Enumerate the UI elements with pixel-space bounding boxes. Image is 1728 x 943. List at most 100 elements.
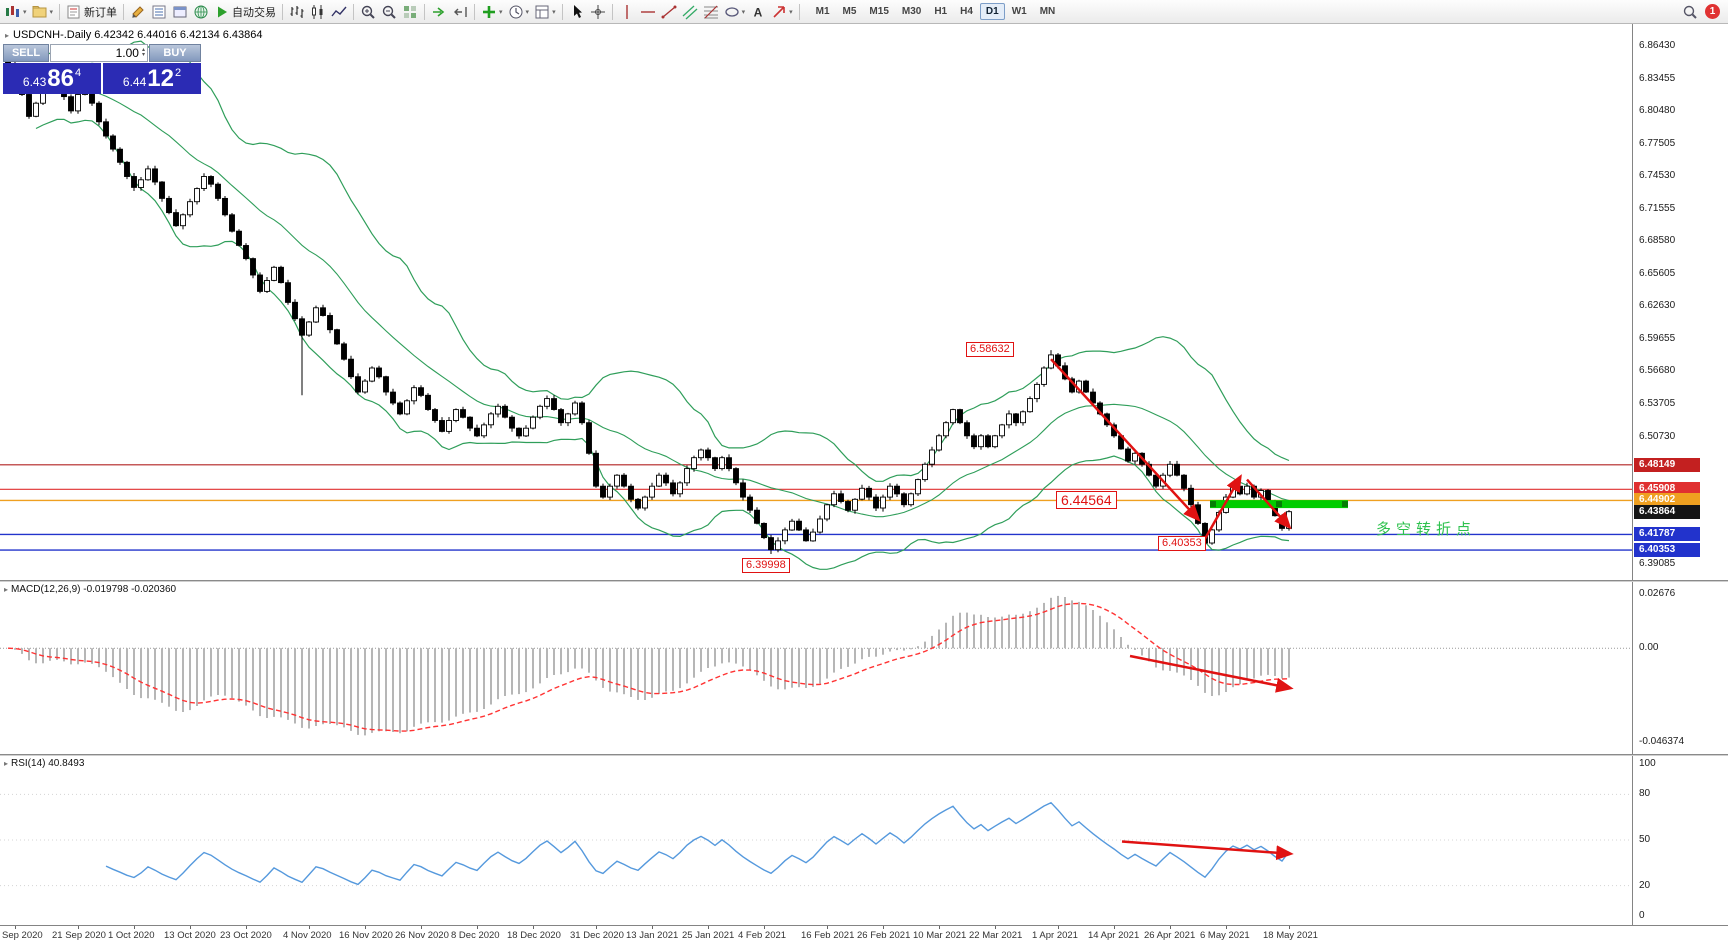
rsi-pane[interactable] — [0, 756, 1632, 930]
stepper-up-icon[interactable]: ▴ — [141, 47, 145, 53]
pane-marker-icon: ▸ — [4, 759, 9, 768]
strategy-tester-button[interactable] — [191, 2, 211, 22]
chart-shift-button[interactable] — [450, 2, 470, 22]
candlestick-chart-button[interactable] — [308, 2, 328, 22]
timeframe-mn-button[interactable]: MN — [1039, 6, 1056, 17]
navigator-button[interactable] — [170, 2, 190, 22]
rsi-values: RSI(14) 40.8493 — [11, 758, 85, 769]
time-axis-tick — [1170, 926, 1171, 929]
horizontal-line-button[interactable] — [638, 2, 658, 22]
price-axis-tick: 6.62630 — [1639, 300, 1676, 311]
price-axis-tick: 6.68580 — [1639, 235, 1676, 246]
arrow-tools-button[interactable]: ▾ — [769, 2, 795, 22]
autotrading-button[interactable]: 自动交易 — [212, 2, 278, 22]
trendline-button[interactable] — [659, 2, 679, 22]
cursor-button[interactable] — [567, 2, 587, 22]
rsi-axis-tick: 20 — [1639, 880, 1651, 891]
price-annotation-peak[interactable]: 6.58632 — [966, 342, 1014, 357]
time-axis-label: 13 Oct 2020 — [164, 930, 216, 941]
timeframe-group: M1 M5 M15 M30 H1 H4 D1 W1 MN — [810, 3, 1062, 20]
price-axis-box: 6.40353 — [1634, 543, 1700, 557]
price-axis-tick: 6.74530 — [1639, 170, 1676, 181]
volume-field[interactable]: 1.00 ▴ ▾ — [50, 44, 148, 62]
buy-button[interactable]: BUY — [149, 44, 201, 62]
vertical-line-button[interactable] — [617, 2, 637, 22]
time-axis-label: 8 Dec 2020 — [451, 930, 500, 941]
line-chart-button[interactable] — [329, 2, 349, 22]
price-annotation-low-may[interactable]: 6.40353 — [1158, 536, 1206, 551]
grid-icon — [404, 5, 417, 18]
zoom-out-button[interactable] — [379, 2, 399, 22]
bars-icon — [290, 5, 304, 18]
toolbar-right-group: 1 — [1682, 4, 1725, 20]
rsi-chart[interactable] — [0, 756, 1632, 925]
time-axis-label: 16 Nov 2020 — [339, 930, 393, 941]
crosshair-button[interactable] — [588, 2, 608, 22]
chart-window[interactable]: ▸ USDCNH-.Daily 6.42342 6.44016 6.42134 … — [0, 24, 1728, 943]
time-axis[interactable]: Sep 2020 21 Sep 2020 1 Oct 2020 13 Oct 2020… — [0, 925, 1728, 943]
chevron-down-icon: ▾ — [552, 8, 556, 16]
macd-indicator-label: ▸ MACD(12,26,9) -0.019798 -0.020360 — [4, 584, 176, 595]
price-annotation-low-feb[interactable]: 6.39998 — [742, 558, 790, 573]
one-click-trading-panel: SELL 1.00 ▴ ▾ BUY 6.43 86 4 6.44 12 2 — [3, 44, 201, 94]
price-chart-pane[interactable] — [0, 24, 1632, 585]
notification-badge[interactable]: 1 — [1705, 4, 1720, 19]
time-axis-label: 10 Mar 2021 — [913, 930, 967, 941]
equidistant-channel-button[interactable] — [680, 2, 700, 22]
timeframe-m5-button[interactable]: M5 — [842, 6, 857, 17]
toolbar-separator — [282, 3, 284, 20]
fibonacci-button[interactable] — [701, 2, 721, 22]
pane-separator[interactable] — [0, 754, 1728, 756]
price-annotation-entry[interactable]: 6.44564 — [1056, 491, 1117, 509]
timeframe-m1-button[interactable]: M1 — [815, 6, 830, 17]
buy-price-display[interactable]: 6.44 12 2 — [103, 63, 201, 94]
timeframe-d1-button[interactable]: D1 — [979, 3, 1005, 20]
zoom-in-button[interactable] — [358, 2, 378, 22]
sell-price-display[interactable]: 6.43 86 4 — [3, 63, 101, 94]
timeframe-w1-button[interactable]: W1 — [1011, 6, 1027, 17]
metaeditor-button[interactable] — [128, 2, 148, 22]
candles-icon — [6, 5, 19, 17]
time-axis-tick — [1114, 926, 1115, 929]
volume-value: 1.00 — [115, 46, 139, 60]
templates-button[interactable]: ▾ — [532, 2, 558, 22]
tile-windows-button[interactable] — [400, 2, 420, 22]
price-axis[interactable]: 6.86430 6.83455 6.80480 6.77505 6.74530 6.715… — [1632, 24, 1728, 925]
rsi-axis-tick: 100 — [1639, 758, 1656, 769]
search-icon[interactable] — [1682, 4, 1698, 20]
new-chart-button[interactable]: ▾ — [3, 2, 29, 22]
timeframe-m15-button[interactable]: M15 — [869, 6, 889, 17]
price-axis-tick: 6.86430 — [1639, 40, 1676, 51]
new-order-button[interactable]: 新订单 — [64, 2, 119, 22]
macd-pane[interactable] — [0, 582, 1632, 759]
time-axis-tick — [1289, 926, 1290, 929]
turning-point-label[interactable]: 多空转折点 — [1376, 521, 1477, 538]
time-axis-label: 21 Sep 2020 — [52, 930, 106, 941]
time-axis-tick — [365, 926, 366, 929]
timeframe-h1-button[interactable]: H1 — [934, 6, 948, 17]
market-watch-button[interactable] — [149, 2, 169, 22]
sell-button[interactable]: SELL — [3, 44, 49, 62]
stepper-down-icon[interactable]: ▾ — [141, 52, 145, 58]
pencil-icon — [132, 5, 144, 18]
volume-stepper[interactable]: ▴ ▾ — [141, 47, 145, 58]
price-axis-tick: 6.77505 — [1639, 138, 1676, 149]
candlestick-chart[interactable] — [0, 24, 1632, 580]
play-icon — [218, 6, 228, 17]
indicators-button[interactable]: ▾ — [479, 2, 505, 22]
timeframe-m30-button[interactable]: M30 — [901, 6, 922, 17]
arrowtool-icon — [773, 5, 785, 18]
time-axis-label: 31 Dec 2020 — [570, 930, 624, 941]
profiles-button[interactable]: ▾ — [30, 2, 56, 22]
time-axis-tick — [477, 926, 478, 929]
shapes-button[interactable]: ▾ — [722, 2, 748, 22]
rsi-axis-tick: 50 — [1639, 834, 1651, 845]
macd-chart[interactable] — [0, 582, 1632, 754]
pane-separator[interactable] — [0, 580, 1728, 582]
chevron-down-icon: ▾ — [741, 8, 746, 16]
bar-chart-button[interactable] — [287, 2, 307, 22]
auto-scroll-button[interactable] — [429, 2, 449, 22]
text-button[interactable]: A — [748, 2, 768, 22]
periods-button[interactable]: ▾ — [506, 2, 532, 22]
timeframe-h4-button[interactable]: H4 — [960, 6, 973, 17]
